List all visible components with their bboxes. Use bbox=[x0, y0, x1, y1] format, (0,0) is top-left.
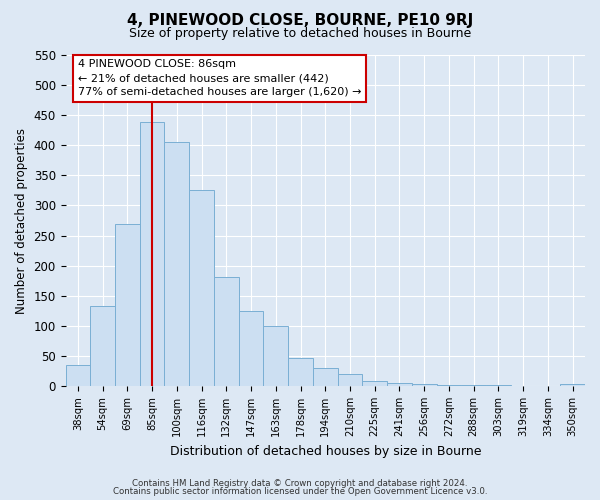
Bar bbox=[288, 358, 313, 386]
Bar bbox=[313, 368, 338, 386]
Bar bbox=[560, 384, 585, 386]
Bar bbox=[65, 365, 90, 386]
Bar bbox=[263, 326, 288, 386]
Text: Contains public sector information licensed under the Open Government Licence v3: Contains public sector information licen… bbox=[113, 487, 487, 496]
Y-axis label: Number of detached properties: Number of detached properties bbox=[15, 128, 28, 314]
Bar bbox=[90, 306, 115, 386]
Bar bbox=[387, 383, 412, 386]
Bar bbox=[437, 385, 461, 386]
Bar bbox=[189, 190, 214, 386]
X-axis label: Distribution of detached houses by size in Bourne: Distribution of detached houses by size … bbox=[170, 444, 481, 458]
Bar bbox=[164, 142, 189, 386]
Bar bbox=[239, 311, 263, 386]
Text: Size of property relative to detached houses in Bourne: Size of property relative to detached ho… bbox=[129, 28, 471, 40]
Bar bbox=[214, 276, 239, 386]
Bar bbox=[338, 374, 362, 386]
Bar bbox=[362, 382, 387, 386]
Bar bbox=[412, 384, 437, 386]
Bar bbox=[140, 122, 164, 386]
Text: Contains HM Land Registry data © Crown copyright and database right 2024.: Contains HM Land Registry data © Crown c… bbox=[132, 478, 468, 488]
Text: 4 PINEWOOD CLOSE: 86sqm
← 21% of detached houses are smaller (442)
77% of semi-d: 4 PINEWOOD CLOSE: 86sqm ← 21% of detache… bbox=[78, 59, 361, 97]
Text: 4, PINEWOOD CLOSE, BOURNE, PE10 9RJ: 4, PINEWOOD CLOSE, BOURNE, PE10 9RJ bbox=[127, 12, 473, 28]
Bar bbox=[115, 224, 140, 386]
